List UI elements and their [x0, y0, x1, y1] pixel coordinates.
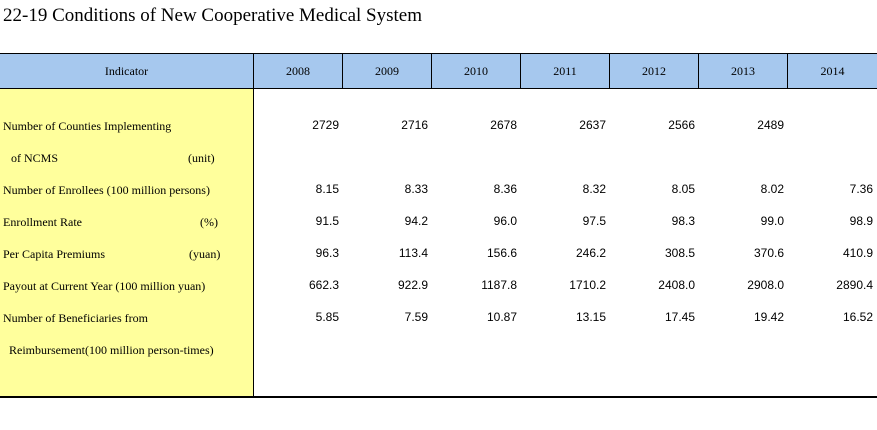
header-indicator: Indicator	[104, 64, 149, 78]
table-cell: 2566	[668, 118, 695, 132]
table-cell: 113.4	[398, 246, 428, 260]
header-year: 2011	[520, 54, 609, 88]
table-cell: 98.9	[849, 214, 873, 228]
row-unit: (%)	[200, 215, 218, 229]
table-cell: 2408.0	[658, 278, 695, 292]
table-cell: 91.5	[315, 214, 339, 228]
table-cell: 246.2	[575, 246, 606, 260]
row-label: Payout at Current Year (100 million yuan…	[3, 279, 206, 293]
table-cell: 96.3	[315, 246, 339, 260]
row-label-cont: Reimbursement(100 million person-times)	[9, 343, 214, 357]
table-cell: 8.15	[315, 182, 339, 196]
table-cell: 1710.2	[569, 278, 606, 292]
page-title: 22-19 Conditions of New Cooperative Medi…	[3, 5, 422, 26]
header-year: 2012	[609, 54, 698, 88]
table-cell: 16.52	[842, 310, 873, 324]
header-year: 2010	[431, 54, 520, 88]
row-unit: (yuan)	[189, 247, 221, 261]
row-label-cont: of NCMS	[11, 151, 59, 165]
table-cell: 2678	[490, 118, 517, 132]
table-cell: 17.45	[664, 310, 695, 324]
row-label: Number of Counties Implementing	[3, 119, 172, 133]
header-year: 2008	[253, 54, 342, 88]
table-cell: 2489	[757, 118, 784, 132]
table-cell: 2716	[401, 118, 428, 132]
table-cell: 8.02	[760, 182, 784, 196]
row-label: Per Capita Premiums	[3, 247, 105, 261]
table-cell: 94.2	[404, 214, 428, 228]
table-cell: 5.85	[315, 310, 339, 324]
table-cell: 410.9	[842, 246, 873, 260]
row-unit: (unit)	[188, 151, 215, 165]
table-cell: 97.5	[582, 214, 606, 228]
table-cell: 156.6	[486, 246, 517, 260]
header-year: 2013	[698, 54, 787, 88]
table-cell: 2890.4	[836, 278, 873, 292]
table-cell: 1187.8	[481, 278, 517, 292]
column-divider	[253, 89, 254, 397]
table-cell: 8.33	[404, 182, 428, 196]
table-cell: 19.42	[753, 310, 784, 324]
table-cell: 922.9	[397, 278, 428, 292]
table-cell: 370.6	[753, 246, 784, 260]
table-cell: 13.15	[575, 310, 606, 324]
table-cell: 662.3	[308, 278, 339, 292]
indicator-column	[0, 89, 253, 397]
table-cell: 7.36	[849, 182, 873, 196]
table-cell: 8.05	[671, 182, 695, 196]
header-year: 2009	[342, 54, 431, 88]
table-cell: 8.36	[493, 182, 517, 196]
table-cell: 308.5	[664, 246, 695, 260]
table-cell: 2729	[312, 118, 339, 132]
row-label: Number of Beneficiaries from	[3, 311, 148, 325]
table-header: Indicator 2008 2009 2010 2011 2012 2013 …	[0, 53, 877, 89]
header-year: 2014	[787, 54, 877, 88]
table-cell: 96.0	[493, 214, 517, 228]
table-cell: 2908.0	[747, 278, 784, 292]
table-cell: 98.3	[671, 214, 695, 228]
row-label: Number of Enrollees (100 million persons…	[3, 183, 210, 197]
table-cell: 8.32	[582, 182, 606, 196]
table-cell: 10.87	[486, 310, 517, 324]
table-bottom-rule	[0, 396, 877, 398]
table-cell: 99.0	[760, 214, 784, 228]
row-label: Enrollment Rate	[3, 215, 82, 229]
table-cell: 2637	[579, 118, 606, 132]
table-cell: 7.59	[404, 310, 428, 324]
